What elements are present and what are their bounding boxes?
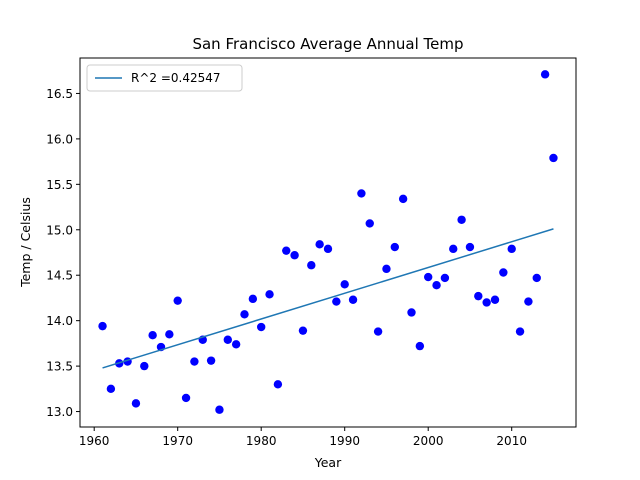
y-tick-label: 13.0	[46, 405, 73, 419]
regression-line	[102, 228, 554, 369]
data-point	[307, 261, 316, 270]
data-point	[240, 310, 249, 319]
data-point	[532, 273, 541, 283]
x-tick-label: 1990	[329, 434, 360, 448]
data-point	[282, 246, 291, 255]
data-point	[457, 215, 466, 224]
legend: R^2 =0.42547	[86, 64, 243, 92]
data-point	[407, 308, 416, 317]
data-point	[465, 242, 475, 252]
data-point	[290, 251, 299, 260]
data-point	[190, 357, 199, 366]
x-tick-label: 1980	[246, 434, 277, 448]
data-point	[382, 264, 391, 274]
data-point	[348, 295, 358, 304]
legend-entry-label: R^2 =0.42547	[131, 71, 221, 85]
data-point	[298, 326, 308, 335]
data-point	[449, 244, 458, 254]
data-point	[357, 189, 366, 198]
data-point	[248, 294, 258, 304]
data-point	[490, 295, 500, 304]
y-tick-label: 15.5	[46, 178, 73, 192]
data-point	[549, 153, 558, 163]
data-point	[231, 340, 241, 349]
data-point	[507, 244, 516, 254]
y-tick-label: 14.5	[46, 269, 73, 283]
y-tick-label: 13.5	[46, 360, 73, 374]
data-point	[131, 399, 141, 408]
y-tick-label: 15.0	[46, 223, 73, 237]
data-point	[499, 268, 508, 277]
data-point	[440, 273, 450, 283]
x-axis-label: Year	[314, 455, 342, 470]
data-point	[424, 272, 433, 282]
y-axis-ticks: 13.0 13.5 14.0 14.5 15.0 15.5 16.0 16.5	[46, 87, 80, 419]
data-point	[415, 341, 425, 351]
data-point	[515, 327, 525, 336]
data-point	[373, 327, 383, 336]
data-point	[482, 298, 491, 307]
data-point	[165, 330, 174, 339]
data-point	[223, 335, 232, 344]
data-point	[474, 291, 483, 301]
x-tick-label: 2000	[413, 434, 444, 448]
data-point	[256, 322, 266, 332]
data-point	[365, 219, 374, 228]
data-point	[181, 393, 191, 403]
data-point	[206, 356, 216, 365]
data-point	[273, 380, 283, 389]
data-point	[432, 281, 441, 290]
y-tick-label: 16.5	[46, 87, 73, 101]
plot-area-frame	[79, 57, 577, 428]
data-point	[398, 194, 408, 204]
y-tick-label: 16.0	[46, 132, 73, 146]
data-point	[98, 321, 107, 331]
data-point	[265, 290, 274, 299]
data-point	[173, 296, 182, 305]
y-tick-label: 14.0	[46, 314, 73, 328]
data-point	[215, 405, 224, 414]
data-point	[323, 244, 333, 254]
x-tick-label: 2010	[496, 434, 527, 448]
legend-box	[86, 64, 243, 92]
y-axis-label: Temp / Celsius	[18, 197, 33, 288]
data-point	[390, 242, 400, 252]
data-point	[140, 361, 149, 371]
data-point	[332, 297, 341, 306]
x-axis-ticks: 1960 1970 1980 1990 2000 2010	[79, 427, 527, 448]
data-point	[524, 297, 533, 306]
data-point	[148, 331, 157, 340]
x-tick-label: 1970	[162, 434, 193, 448]
data-point	[540, 70, 550, 79]
x-tick-label: 1960	[79, 434, 110, 448]
data-point	[340, 280, 349, 289]
chart-title: San Francisco Average Annual Temp	[192, 35, 463, 53]
data-point	[106, 384, 116, 394]
data-point	[315, 240, 324, 249]
plot-layer	[98, 70, 558, 414]
